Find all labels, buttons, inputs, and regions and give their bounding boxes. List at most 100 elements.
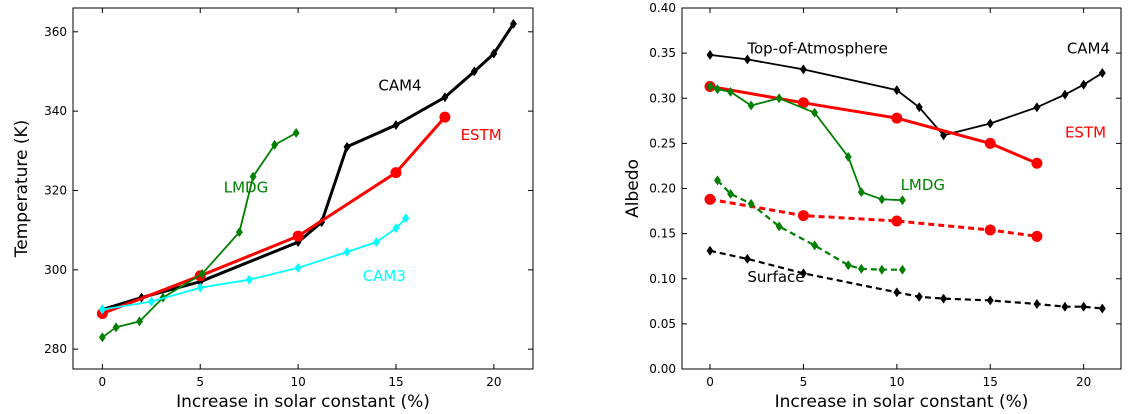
series-cam4-solid	[98, 18, 517, 315]
data-point	[1080, 79, 1088, 90]
data-point	[98, 332, 106, 343]
annotation-label: CAM4	[378, 76, 421, 94]
series-cam4-dashed	[706, 245, 1106, 314]
data-point	[891, 215, 903, 227]
data-point	[811, 107, 819, 118]
data-point	[235, 227, 243, 238]
y-tick-label: 0.10	[649, 272, 676, 286]
y-tick-label: 0.30	[649, 91, 676, 105]
series-estm-solid	[704, 81, 1043, 169]
y-tick-label: 0.05	[649, 317, 676, 331]
data-point	[878, 194, 886, 205]
data-point	[1033, 102, 1041, 113]
data-point	[147, 296, 155, 307]
data-point	[470, 66, 478, 77]
x-tick-label: 5	[196, 375, 204, 389]
x-tick-label: 5	[800, 375, 808, 389]
data-point	[891, 112, 903, 124]
data-point	[294, 262, 302, 273]
data-point	[1098, 67, 1106, 79]
y-tick-label: 280	[44, 342, 67, 356]
data-point	[1080, 301, 1088, 312]
data-point	[441, 92, 449, 103]
series-line	[709, 85, 903, 202]
y-tick-label: 0.35	[649, 46, 676, 60]
x-tick-label: 20	[1076, 375, 1091, 389]
data-point	[775, 93, 783, 104]
data-point	[915, 102, 923, 113]
annotation-label: LMDG	[224, 178, 268, 196]
data-point	[198, 268, 206, 279]
data-point	[343, 246, 351, 258]
annotation-label: ESTM	[461, 126, 502, 144]
x-tick-label: 20	[486, 375, 501, 389]
annotation-label: LMDG	[901, 176, 945, 194]
annotation-label: CAM4	[1067, 40, 1110, 58]
y-tick-label: 320	[44, 183, 67, 197]
data-point	[844, 260, 852, 271]
data-point	[747, 100, 755, 111]
series-line	[101, 23, 515, 311]
data-point	[249, 171, 257, 182]
data-point	[984, 224, 996, 236]
data-point	[245, 274, 253, 285]
x-axis-label: Increase in solar constant (%)	[176, 392, 430, 412]
data-point	[743, 54, 751, 65]
y-axis-label: Temperature (K)	[12, 120, 32, 259]
series-lmdg-solid	[98, 127, 300, 343]
series-lmdg-dashed	[713, 175, 906, 275]
x-tick-label: 0	[706, 375, 714, 389]
y-tick-label: 360	[44, 25, 67, 39]
y-tick-label: 0.25	[649, 136, 676, 150]
data-point	[271, 139, 279, 150]
data-point	[372, 237, 380, 248]
data-point	[392, 223, 400, 234]
data-point	[799, 64, 807, 75]
y-tick-label: 0.20	[649, 182, 676, 196]
data-point	[915, 291, 923, 302]
y-tick-label: 0.40	[649, 1, 676, 15]
data-point	[1033, 298, 1041, 310]
series-line	[709, 54, 1103, 137]
x-tick-label: 10	[290, 375, 305, 389]
data-point	[799, 268, 807, 279]
x-tick-label: 10	[889, 375, 904, 389]
annotation-label: Top-of-Atmosphere	[746, 40, 888, 58]
data-point	[509, 18, 517, 29]
data-point	[713, 175, 721, 186]
data-point	[390, 167, 402, 179]
data-point	[402, 213, 410, 224]
data-point	[343, 141, 351, 152]
annotation-label: CAM3	[363, 267, 406, 285]
data-point	[940, 293, 948, 304]
x-tick-label: 0	[99, 375, 107, 389]
data-point	[196, 282, 204, 293]
data-point	[439, 111, 451, 123]
data-point	[392, 119, 400, 131]
data-point	[1061, 89, 1069, 100]
data-point	[857, 263, 865, 274]
series-estm-dashed	[704, 193, 1043, 242]
chart-panel-1: 0 5 10 15 20 280 300 320 340 360 Increase in solar…	[12, 7, 534, 412]
x-tick-label: 15	[388, 375, 403, 389]
y-tick-label: 300	[44, 263, 67, 277]
x-axis-label: Increase in solar constant (%)	[775, 392, 1029, 412]
data-point	[747, 198, 755, 209]
data-point	[292, 127, 300, 138]
data-point	[844, 151, 852, 162]
data-point	[878, 264, 886, 275]
data-point	[940, 130, 948, 141]
series-line	[101, 132, 297, 339]
data-point	[984, 137, 996, 149]
series-cam3-solid	[98, 213, 410, 315]
chart-panel-2: 0 5 10 15 20 0.00 0.05 0.10 0.15 0.20 0.25 0.30 0.35…	[623, 1, 1122, 412]
y-axis-label: Albedo	[623, 159, 643, 218]
data-point	[775, 221, 783, 232]
data-point	[743, 253, 751, 264]
y-tick-label: 0.00	[649, 362, 676, 376]
data-point	[1098, 303, 1106, 314]
data-point	[112, 322, 120, 333]
data-point	[1031, 157, 1043, 169]
data-point	[857, 187, 865, 198]
